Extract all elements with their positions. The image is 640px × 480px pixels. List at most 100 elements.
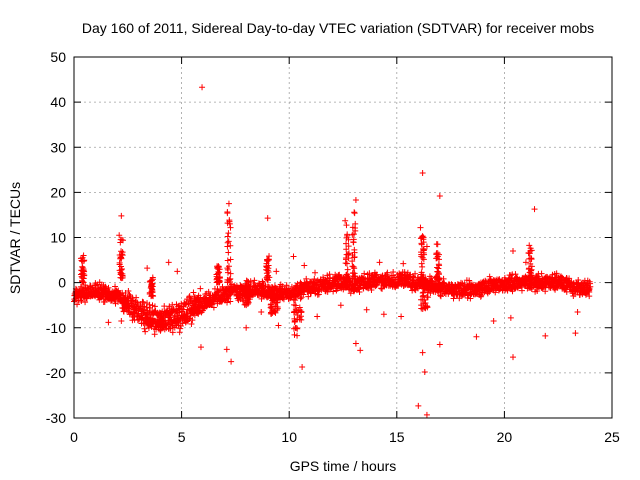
data-point	[273, 268, 280, 275]
data-point	[420, 234, 427, 241]
data-point	[140, 299, 147, 306]
data-point	[296, 304, 303, 311]
data-point	[125, 287, 132, 294]
data-point	[349, 258, 356, 265]
data-point	[311, 276, 318, 283]
data-point	[478, 292, 485, 299]
data-point	[400, 260, 407, 267]
data-point	[330, 288, 337, 295]
data-point	[268, 301, 275, 308]
data-point	[526, 269, 533, 276]
data-point	[264, 277, 271, 284]
data-point	[245, 292, 252, 299]
data-point	[349, 263, 356, 270]
data-point	[119, 249, 126, 256]
data-point	[118, 267, 125, 273]
data-point	[264, 215, 271, 222]
data-point	[227, 256, 234, 263]
data-point	[420, 292, 427, 299]
data-point	[350, 239, 357, 246]
data-point	[420, 246, 427, 253]
data-point	[133, 294, 140, 301]
data-point	[351, 209, 358, 216]
data-point	[190, 289, 197, 296]
data-point	[342, 260, 349, 267]
data-point	[159, 317, 166, 324]
data-point	[119, 272, 126, 279]
data-point	[423, 302, 430, 309]
data-point	[436, 262, 443, 269]
data-point	[421, 296, 428, 303]
data-point	[267, 293, 274, 300]
data-point	[199, 84, 206, 91]
data-point	[275, 322, 282, 329]
data-point	[269, 297, 276, 304]
data-point	[242, 301, 249, 308]
data-point	[379, 285, 386, 292]
data-point	[96, 296, 103, 303]
data-points	[71, 84, 594, 418]
data-point	[117, 239, 124, 246]
data-point	[268, 305, 275, 312]
data-point	[279, 283, 286, 290]
data-point	[434, 255, 441, 262]
data-point	[419, 233, 426, 240]
data-point	[165, 259, 172, 266]
y-tick-label: -20	[46, 365, 66, 381]
data-point	[343, 222, 350, 229]
data-point	[274, 291, 281, 298]
data-point	[422, 304, 429, 311]
data-point	[351, 249, 358, 256]
data-point	[274, 305, 281, 312]
data-point	[343, 240, 350, 247]
data-point	[177, 325, 184, 332]
data-point	[312, 269, 319, 276]
data-point	[146, 301, 153, 308]
data-point	[492, 289, 499, 296]
data-point	[398, 313, 405, 320]
data-point	[290, 325, 297, 332]
y-tick-label: 50	[50, 49, 66, 65]
data-point	[225, 230, 232, 237]
data-point	[83, 295, 90, 302]
data-point	[80, 279, 87, 286]
data-point	[118, 317, 125, 324]
data-point	[80, 258, 87, 265]
data-point	[415, 402, 422, 409]
data-point	[143, 317, 150, 324]
data-point	[300, 291, 307, 298]
data-point	[421, 368, 428, 375]
data-point	[148, 280, 155, 287]
data-point	[473, 333, 480, 340]
data-point	[226, 217, 233, 224]
data-point	[421, 282, 428, 289]
x-tick-label: 25	[604, 429, 620, 445]
data-point	[527, 248, 534, 255]
data-point	[352, 197, 359, 204]
x-tick-label: 20	[497, 429, 513, 445]
data-point	[440, 275, 447, 282]
data-point	[525, 266, 532, 273]
data-point	[226, 220, 233, 227]
data-point	[210, 304, 217, 311]
data-point	[79, 254, 86, 261]
data-point	[342, 217, 349, 224]
data-point	[510, 248, 517, 255]
data-point	[151, 303, 158, 310]
data-point	[586, 293, 593, 300]
data-point	[538, 270, 545, 277]
data-point	[303, 275, 310, 282]
data-point	[116, 261, 123, 268]
data-point	[186, 293, 193, 300]
data-point	[507, 314, 514, 321]
data-point	[126, 291, 133, 298]
data-point	[188, 320, 195, 327]
data-point	[337, 302, 344, 309]
x-tick-label: 5	[178, 429, 186, 445]
data-point	[216, 274, 223, 281]
data-point	[522, 259, 529, 266]
data-point	[423, 411, 430, 418]
data-point	[227, 298, 234, 305]
data-point	[292, 309, 299, 316]
